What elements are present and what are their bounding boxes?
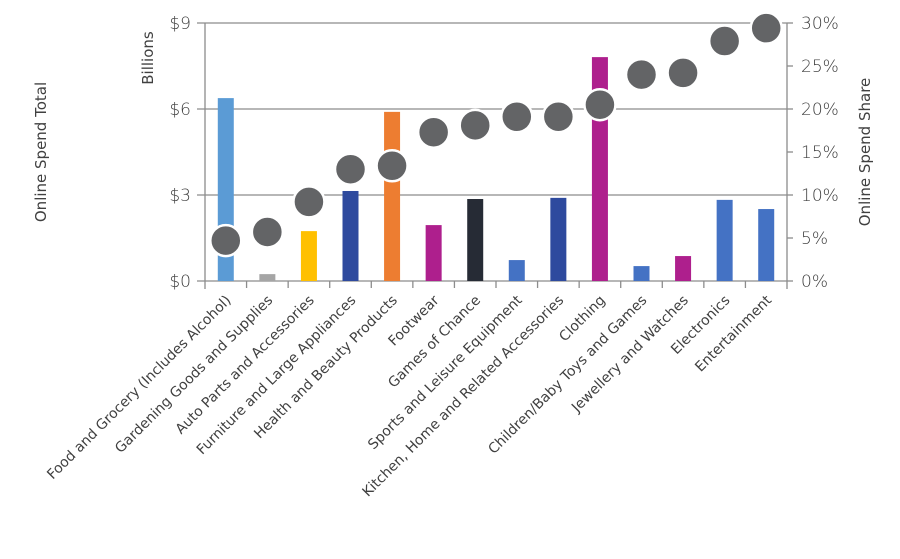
bar	[716, 199, 733, 281]
left-axis-ticks: $0 $3 $6 $9	[169, 14, 191, 292]
category-labels: Food and Grocery (Includes Alcohol)Garde…	[44, 292, 775, 500]
right-tick-label: 20%	[801, 100, 839, 120]
left-tick-label: $3	[169, 186, 191, 206]
left-axis-title: Online Spend Total	[32, 82, 50, 222]
category-label: Entertainment	[692, 292, 775, 375]
share-dot	[333, 152, 368, 186]
bar	[259, 274, 276, 281]
share-dot	[375, 149, 409, 183]
share-dot	[458, 108, 492, 143]
left-tick-label: $9	[169, 14, 191, 34]
share-dot	[500, 99, 534, 134]
bar	[550, 197, 567, 281]
share-dot	[292, 185, 326, 219]
bar	[342, 190, 359, 281]
right-tick-label: 5%	[801, 229, 828, 249]
bar	[425, 225, 442, 281]
bar	[508, 260, 525, 281]
bar	[675, 256, 692, 281]
bar	[758, 209, 775, 281]
right-tick-label: 30%	[801, 14, 839, 34]
bar	[384, 111, 401, 281]
right-tick-label: 0%	[801, 272, 828, 292]
scatter-series-online-spend-share	[209, 11, 783, 258]
share-dot	[209, 223, 243, 258]
right-axis-title: Online Spend Share	[856, 78, 874, 227]
right-axis-ticks: 0% 5% 10% 15% 20% 25% 30%	[801, 14, 839, 292]
left-tick-label: $6	[169, 100, 191, 120]
bar	[633, 266, 650, 281]
share-dot	[666, 56, 700, 90]
axes	[204, 22, 793, 289]
share-dot	[624, 57, 659, 92]
share-dot	[749, 11, 783, 45]
share-dot	[707, 24, 742, 58]
right-tick-label: 10%	[801, 186, 839, 206]
left-axis-unit-label: Billions	[139, 31, 157, 85]
bar	[300, 231, 317, 281]
right-tick-label: 25%	[801, 57, 839, 77]
bar	[467, 199, 484, 281]
left-tick-label: $0	[169, 272, 191, 292]
gridlines	[197, 22, 787, 282]
share-dot	[541, 99, 576, 134]
share-dot	[583, 87, 617, 122]
share-dot	[250, 215, 285, 249]
share-dot	[416, 115, 451, 149]
right-tick-label: 15%	[801, 143, 839, 163]
bar-series-online-spend-total	[217, 57, 775, 282]
